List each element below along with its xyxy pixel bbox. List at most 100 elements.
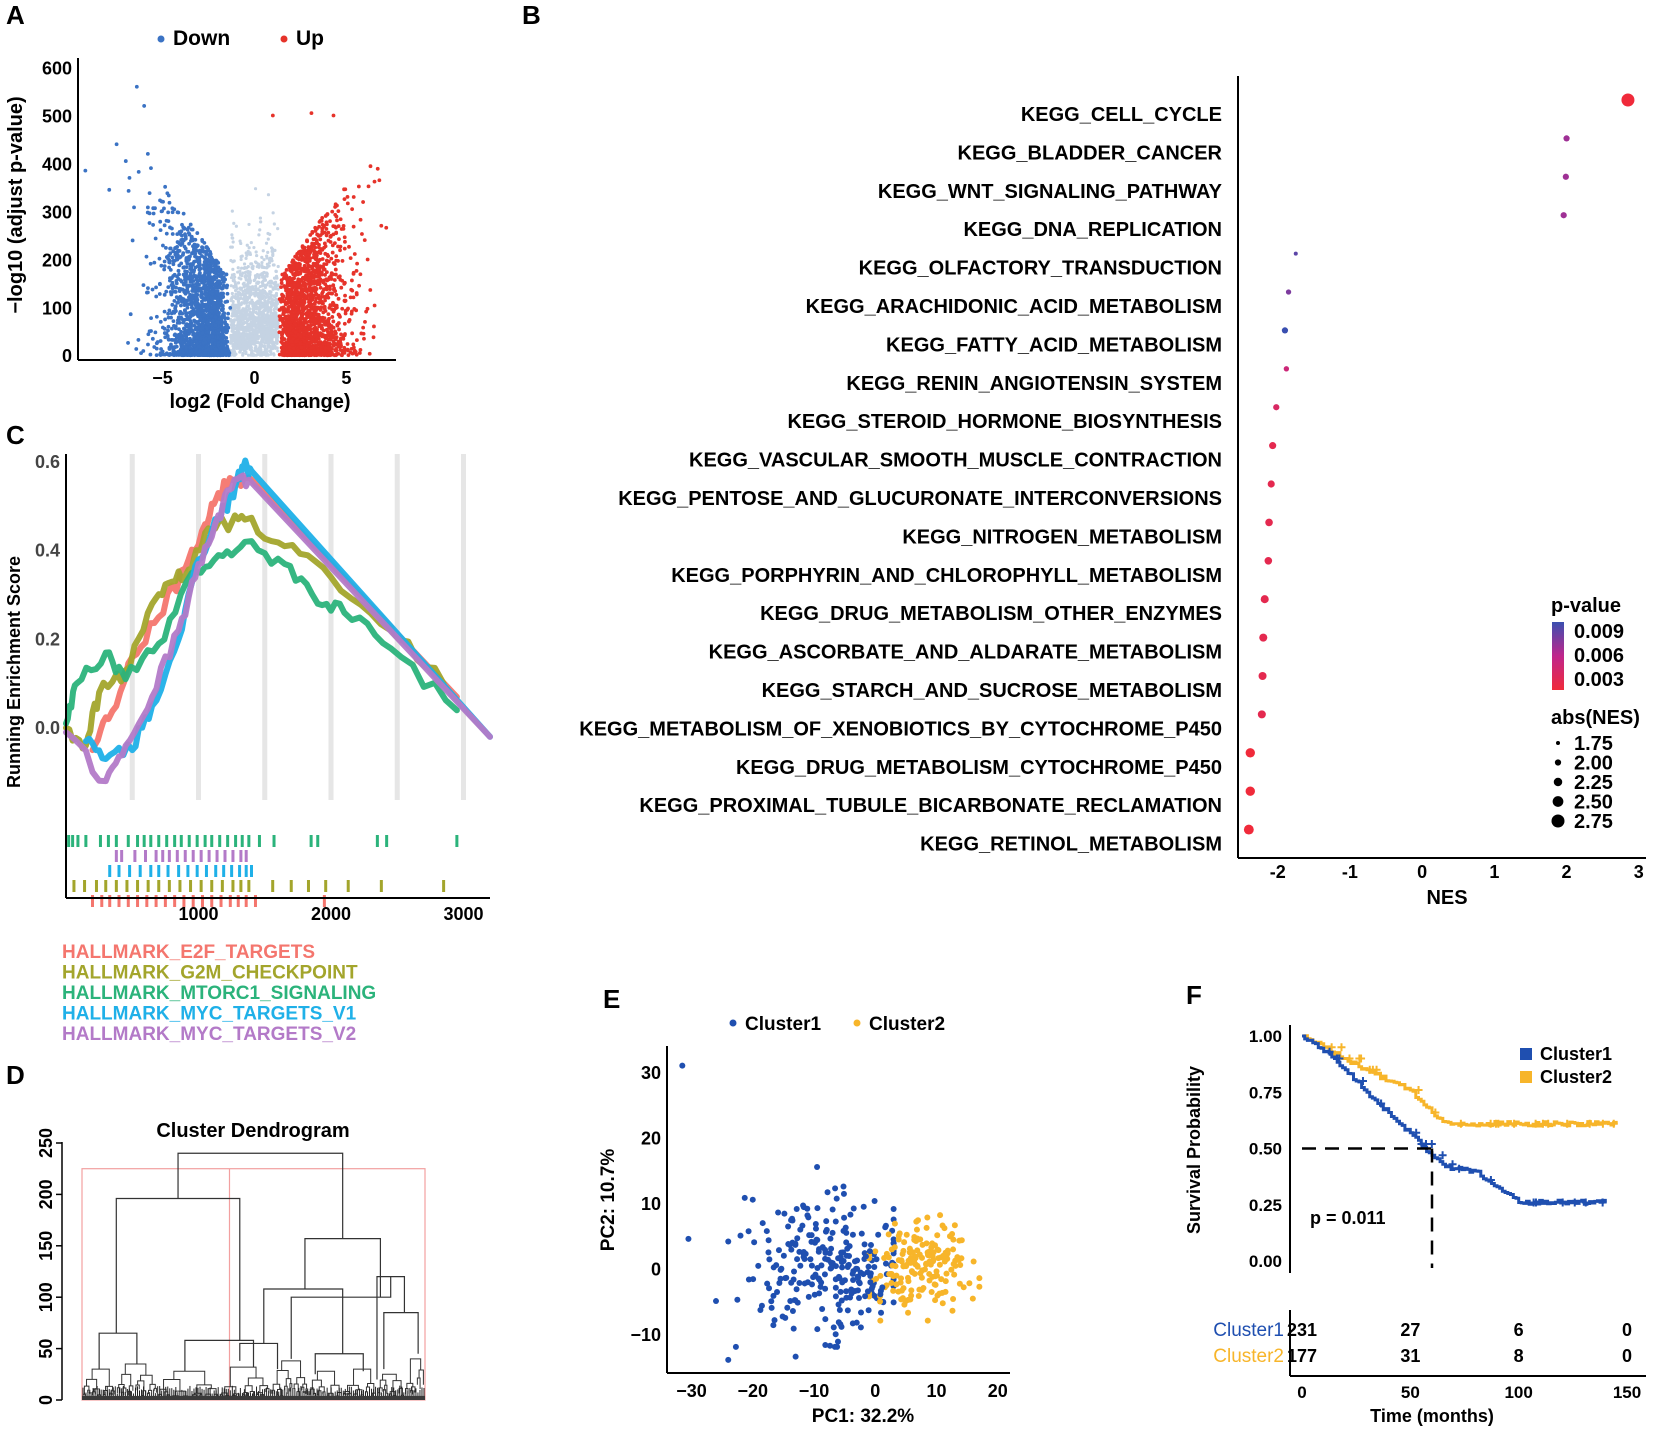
pathway-dot [1265, 518, 1273, 527]
down-point [198, 303, 203, 307]
up-point [349, 287, 354, 292]
rug-tick [166, 865, 170, 877]
down-point [194, 286, 199, 290]
x-tick-label: -1 [1342, 862, 1358, 882]
ns-point [267, 297, 271, 301]
up-point [313, 257, 318, 262]
ns-point [257, 348, 261, 353]
down-point [187, 295, 191, 300]
up-point [351, 195, 356, 199]
ns-point [251, 313, 255, 317]
ns-point [261, 303, 265, 307]
legend-pvalue-title: p-value [1551, 595, 1621, 617]
down-point [159, 347, 163, 351]
up-point [357, 351, 362, 355]
down-point [154, 353, 159, 358]
ns-point [254, 340, 258, 344]
y-tick-label: 50 [36, 1339, 56, 1359]
down-point [144, 254, 149, 259]
up-point [341, 226, 346, 231]
up-point [322, 241, 327, 246]
up-point [336, 244, 340, 249]
pathway-dot [1259, 633, 1268, 642]
down-point [184, 277, 189, 282]
ns-point [233, 280, 237, 284]
ns-point [263, 347, 267, 351]
up-point [288, 266, 293, 271]
rug-tick [136, 895, 140, 907]
up-point [295, 326, 299, 330]
ns-point [241, 347, 245, 351]
rug-tick [126, 835, 130, 847]
ns-point [263, 283, 267, 288]
down-point [130, 238, 135, 243]
down-point [220, 349, 225, 354]
up-point [348, 295, 353, 300]
up-point [322, 304, 327, 309]
ns-point [244, 344, 248, 348]
ns-point [230, 233, 234, 237]
up-point [354, 338, 359, 343]
y-axis-title: −log10 (adjust p-value) [5, 96, 27, 313]
ns-point [237, 276, 241, 280]
up-point [324, 258, 329, 263]
legend-down-label: Down [173, 27, 230, 50]
down-point [184, 336, 189, 341]
up-point [320, 248, 325, 252]
ns-point [267, 281, 271, 285]
down-point [146, 286, 150, 291]
down-point [158, 352, 163, 356]
down-point [216, 305, 221, 310]
pathway-dot [1245, 748, 1255, 758]
ns-point [247, 222, 251, 227]
up-point [328, 219, 332, 224]
up-point [349, 346, 354, 351]
ns-point [237, 334, 241, 338]
up-point [317, 295, 322, 300]
down-point [217, 317, 222, 322]
y-tick-label: 400 [42, 154, 72, 174]
y-tick-label: 100 [42, 298, 72, 318]
up-point [317, 300, 321, 305]
down-point [176, 268, 181, 273]
ns-point [240, 313, 244, 318]
rug-tick [207, 850, 211, 862]
up-point [350, 207, 355, 212]
ns-point [231, 322, 235, 326]
down-point [180, 222, 184, 227]
down-point [173, 332, 178, 337]
down-point [193, 301, 198, 305]
ns-point [260, 339, 264, 343]
rug-tick [187, 835, 191, 847]
up-point [365, 257, 370, 262]
ns-point [266, 322, 270, 326]
up-point [321, 319, 326, 324]
dendrogram-tree [81, 1152, 426, 1401]
down-point [225, 299, 230, 304]
down-point [207, 347, 211, 352]
up-point [352, 252, 357, 256]
down-point [204, 348, 208, 352]
down-point [177, 289, 182, 294]
down-point [167, 200, 172, 205]
down-point [153, 236, 158, 241]
up-point [306, 253, 311, 257]
up-point [317, 278, 321, 283]
rug-tick [215, 850, 219, 862]
rug-tick [161, 850, 165, 862]
up-point [352, 307, 357, 311]
down-point [114, 142, 119, 147]
ns-point [261, 288, 265, 292]
down-point [175, 339, 180, 344]
ns-point [257, 265, 261, 269]
up-point [319, 270, 324, 275]
pathway-label: KEGG_WNT_SIGNALING_PATHWAY [878, 181, 1223, 203]
down-point [202, 275, 207, 280]
down-point [168, 290, 173, 294]
down-point [123, 159, 128, 163]
rug-tick [231, 880, 235, 892]
down-point [203, 298, 207, 302]
up-point [286, 314, 291, 318]
